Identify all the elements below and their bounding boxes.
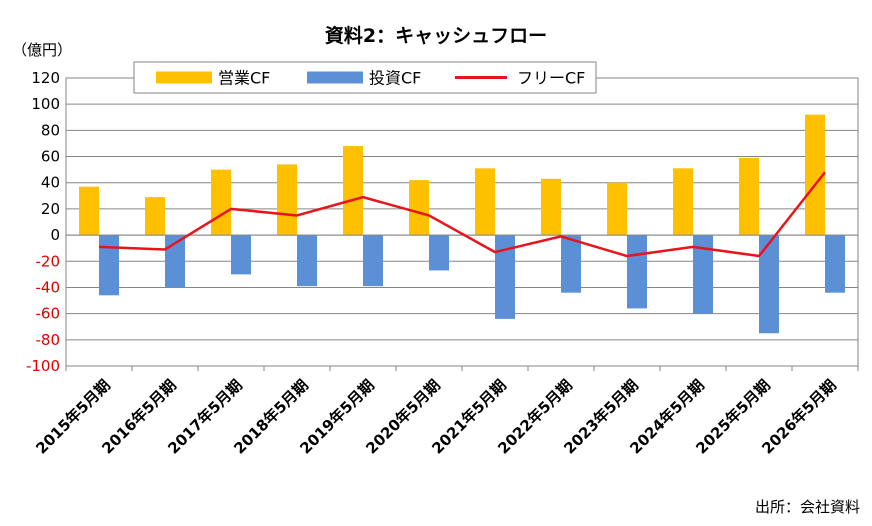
bar-投資CF-2020年5月期 [429,235,449,270]
bar-営業CF-2025年5月期 [739,158,759,235]
bar-投資CF-2019年5月期 [363,235,383,286]
source-note: 出所：会社資料 [755,498,860,516]
y-tick-label: 100 [31,95,60,113]
y-tick-label: -40 [36,278,61,296]
bar-営業CF-2022年5月期 [541,179,561,235]
bar-投資CF-2017年5月期 [231,235,251,274]
legend-swatch-投資CF [307,72,363,84]
y-tick-label: 40 [41,174,60,192]
chart-title: 資料2：キャッシュフロー [325,24,547,47]
bar-営業CF-2021年5月期 [475,168,495,235]
y-tick-label: 120 [31,69,60,87]
bar-営業CF-2018年5月期 [277,164,297,235]
legend-swatch-営業CF [156,72,212,84]
bar-営業CF-2023年5月期 [607,183,627,235]
y-axis-unit-label: （億円） [12,41,72,59]
y-tick-label: -100 [26,357,60,375]
legend-label-投資CF: 投資CF [369,69,421,88]
y-tick-label: 20 [41,200,60,218]
free-cf-line [99,172,825,256]
bar-営業CF-2020年5月期 [409,180,429,235]
legend-label-営業CF: 営業CF [218,69,270,88]
bar-投資CF-2018年5月期 [297,235,317,286]
bar-営業CF-2024年5月期 [673,168,693,235]
bar-投資CF-2023年5月期 [627,235,647,308]
bar-投資CF-2022年5月期 [561,235,581,293]
bar-投資CF-2026年5月期 [825,235,845,293]
line-フリーCF [99,172,825,256]
y-tick-label: -60 [36,305,61,323]
bar-営業CF-2016年5月期 [145,197,165,235]
y-tick-label: 60 [41,148,60,166]
bar-営業CF-2017年5月期 [211,170,231,235]
y-tick-label: -80 [36,331,61,349]
bar-営業CF-2015年5月期 [79,187,99,235]
bars [79,115,845,334]
y-tick-label: 80 [41,121,60,139]
bar-投資CF-2025年5月期 [759,235,779,333]
bar-営業CF-2019年5月期 [343,146,363,235]
bar-投資CF-2015年5月期 [99,235,119,295]
y-tick-label: 0 [50,226,60,244]
legend: 営業CF 投資CF フリーCF [134,62,596,93]
y-tick-label: -20 [36,252,61,270]
legend-label-フリーCF: フリーCF [517,69,585,88]
